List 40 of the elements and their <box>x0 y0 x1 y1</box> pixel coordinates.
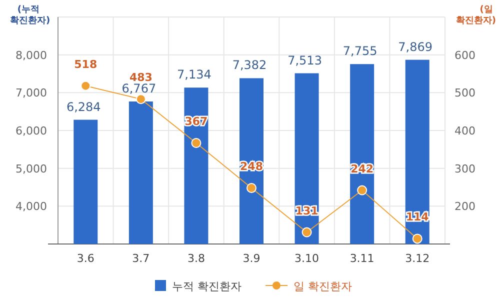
x-tick-label: 3.6 <box>76 252 94 265</box>
point <box>246 183 256 194</box>
x-tick-label: 3.12 <box>405 252 430 265</box>
point <box>412 234 422 244</box>
y2-axis-title: (일 확진환자) <box>456 5 496 26</box>
data-label: 242 <box>350 162 374 176</box>
x-tick-label: 3.9 <box>242 252 260 265</box>
y2-tick-label: 400 <box>454 124 476 138</box>
data-label: 7,513 <box>288 53 322 68</box>
data-label: 7,382 <box>232 58 267 72</box>
data-label: 248 <box>240 160 263 174</box>
y-tick-label: 5,000 <box>16 162 47 176</box>
x-tick-label: 3.7 <box>132 252 150 265</box>
x-tick-label: 3.11 <box>350 252 374 265</box>
data-label: 7,869 <box>398 40 433 54</box>
x-tick-label: 3.8 <box>187 252 205 265</box>
point <box>80 80 91 91</box>
y-tick-label: 8,000 <box>16 48 47 62</box>
y-tick-label: 7,000 <box>16 86 47 100</box>
point <box>191 138 202 148</box>
data-label: 114 <box>406 210 430 224</box>
point <box>136 94 146 104</box>
y2-tick-label: 600 <box>454 48 476 62</box>
y-axis-title: (누적 확진환자) <box>10 5 50 26</box>
data-label: 7,134 <box>177 68 212 82</box>
data-label: 367 <box>184 114 208 128</box>
point <box>302 227 312 238</box>
y2-tick-label: 500 <box>454 86 476 100</box>
legend-label: 일 확진환자 <box>294 280 352 293</box>
data-label: 518 <box>74 58 98 71</box>
x-tick-label: 3.10 <box>294 252 320 265</box>
y-tick-label: 4,000 <box>16 200 47 214</box>
point <box>357 185 368 196</box>
y2-tick-label: 200 <box>454 200 476 214</box>
data-label: 7,755 <box>342 44 378 58</box>
data-label: 131 <box>295 204 318 218</box>
y-tick-label: 6,000 <box>16 124 47 138</box>
y2-tick-label: 300 <box>454 162 476 176</box>
data-label: 6,284 <box>66 100 101 114</box>
legend-label: 누적 확진환자 <box>172 280 242 293</box>
